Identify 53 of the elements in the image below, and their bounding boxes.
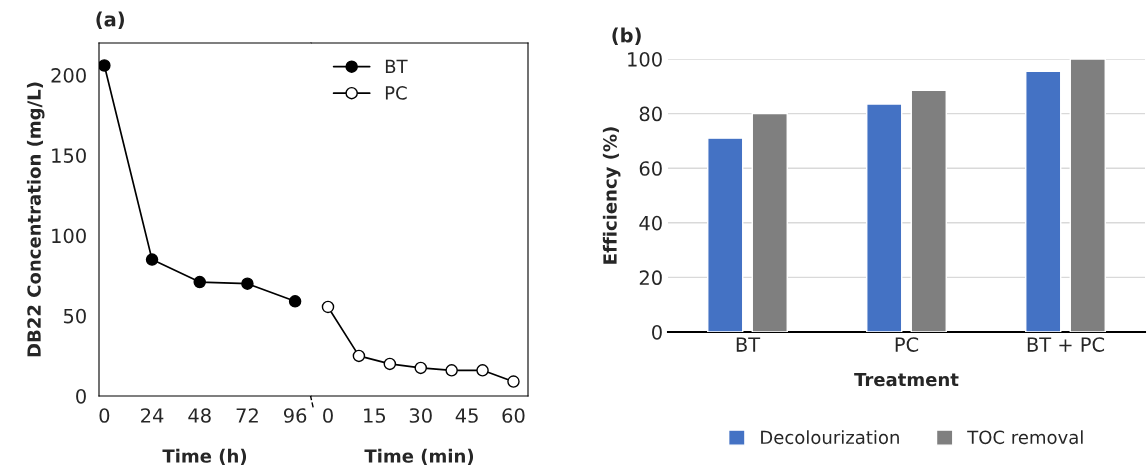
y-tick-label: 200 <box>51 68 86 83</box>
y-tick-label: 80 <box>639 106 662 122</box>
chart-title: (b) <box>612 27 641 45</box>
x-tick-label: BT + PC <box>1027 337 1105 352</box>
y-tick-label: 100 <box>52 228 86 244</box>
point <box>414 361 427 375</box>
y-tick-label: 20 <box>639 270 662 286</box>
x-axis-title: Time (h) <box>162 448 247 465</box>
x-tick-label: PC <box>895 337 919 352</box>
x-tick-label: 96 <box>283 408 307 423</box>
point <box>507 375 520 388</box>
x-axis-title: Treatment <box>854 372 959 387</box>
y-axis-title: DB22 Concentration (mg/L) <box>26 82 45 357</box>
y-tick-label: 0 <box>652 324 662 340</box>
x-tick-label: 48 <box>188 408 211 423</box>
point <box>445 364 458 377</box>
y-tick-label: 60 <box>639 161 662 176</box>
bar <box>866 103 903 332</box>
point <box>193 275 206 289</box>
point <box>352 349 366 363</box>
bar <box>1069 59 1106 332</box>
y-axis-title: Efficiency (%) <box>602 127 621 264</box>
y-tick-label: 0 <box>76 388 86 404</box>
point <box>145 253 159 266</box>
point <box>383 357 397 371</box>
x-tick-label: 45 <box>455 408 478 423</box>
x-tick-label: 24 <box>141 408 164 423</box>
bar <box>707 137 744 332</box>
y-tick-label: 40 <box>639 215 662 231</box>
x-tick-label: 72 <box>236 408 258 423</box>
point <box>241 277 254 290</box>
x-axis-title: Time (min) <box>364 448 474 465</box>
legend-label: TOC removal <box>967 430 1083 445</box>
x-tick-label: 15 <box>364 408 386 423</box>
x-tick-label: 0 <box>99 408 110 423</box>
bar <box>1025 70 1062 332</box>
point <box>321 300 335 314</box>
chart-title: (a) <box>96 11 124 29</box>
point <box>476 364 489 377</box>
y-tick-label: 100 <box>628 51 662 67</box>
y-tick-label: 50 <box>63 308 86 324</box>
x-tick-label: 60 <box>502 408 525 423</box>
x-tick-label: BT <box>736 337 761 352</box>
bar <box>751 112 788 332</box>
bar <box>910 89 947 332</box>
legend-label: BT <box>385 59 408 73</box>
y-tick-label: 150 <box>52 148 86 163</box>
x-tick-label: 0 <box>323 408 333 423</box>
legend-label: Decolourization <box>761 430 899 445</box>
point <box>288 295 302 308</box>
point <box>99 59 111 72</box>
x-tick-label: 30 <box>409 408 432 423</box>
legend-label: PC <box>385 86 407 100</box>
